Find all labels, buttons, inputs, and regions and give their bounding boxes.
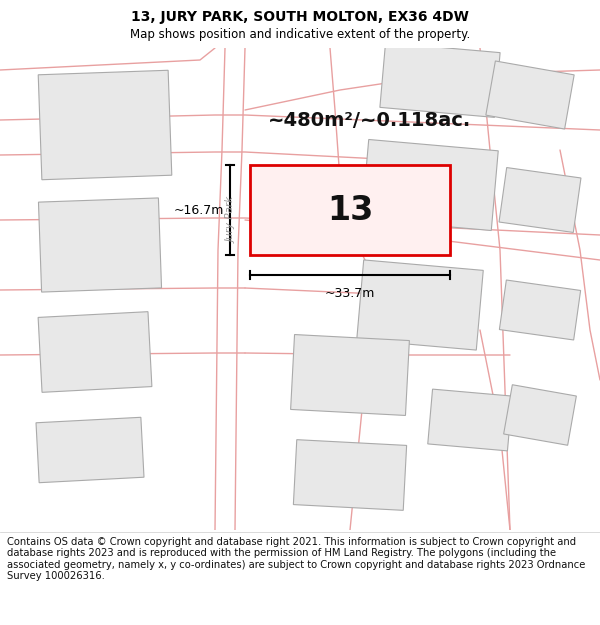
Text: Jury Park: Jury Park bbox=[227, 197, 237, 243]
Bar bbox=[380, 42, 500, 118]
Bar bbox=[499, 280, 581, 340]
Bar bbox=[250, 165, 450, 255]
Bar bbox=[36, 418, 144, 482]
Bar bbox=[362, 139, 498, 231]
Text: 13: 13 bbox=[327, 194, 373, 226]
Bar bbox=[38, 70, 172, 180]
Bar bbox=[499, 168, 581, 232]
Text: ~33.7m: ~33.7m bbox=[325, 287, 375, 300]
Bar bbox=[38, 198, 161, 292]
Text: Contains OS data © Crown copyright and database right 2021. This information is : Contains OS data © Crown copyright and d… bbox=[7, 537, 586, 581]
Bar bbox=[290, 334, 409, 416]
Bar bbox=[486, 61, 574, 129]
Text: 13, JURY PARK, SOUTH MOLTON, EX36 4DW: 13, JURY PARK, SOUTH MOLTON, EX36 4DW bbox=[131, 9, 469, 24]
Bar bbox=[428, 389, 512, 451]
Bar bbox=[38, 312, 152, 392]
Text: ~16.7m: ~16.7m bbox=[173, 204, 224, 216]
Text: ~480m²/~0.118ac.: ~480m²/~0.118ac. bbox=[268, 111, 472, 129]
Bar bbox=[503, 385, 577, 445]
Bar bbox=[293, 439, 407, 511]
Bar bbox=[357, 260, 483, 350]
Text: Map shows position and indicative extent of the property.: Map shows position and indicative extent… bbox=[130, 28, 470, 41]
